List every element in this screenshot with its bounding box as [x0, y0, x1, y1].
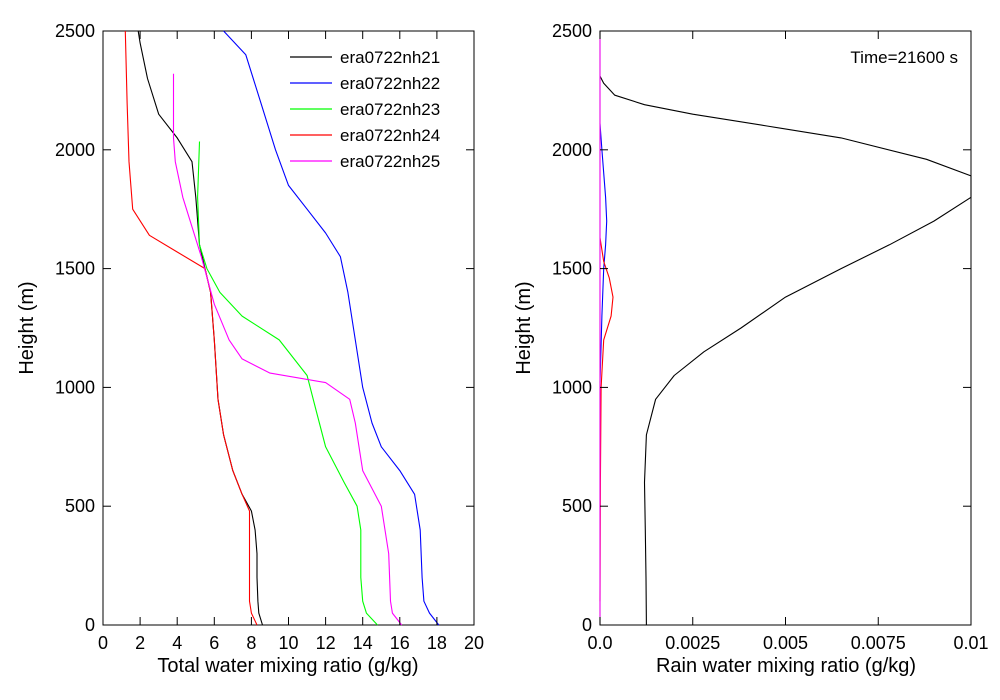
- x-tick-label: 2: [135, 633, 145, 653]
- y-axis-label: Height (m): [16, 281, 38, 374]
- series-line-era0722nh24: [599, 237, 614, 602]
- x-tick-label: 4: [172, 633, 182, 653]
- y-tick-label: 1500: [55, 259, 95, 279]
- y-tick-label: 1500: [552, 259, 592, 279]
- x-tick-label: 10: [278, 633, 298, 653]
- y-tick-label: 2500: [552, 21, 592, 41]
- series-line-era0722nh21: [599, 75, 972, 626]
- y-tick-label: 2000: [552, 140, 592, 160]
- x-tick-label: 8: [246, 633, 256, 653]
- series-line-era0722nh25: [172, 73, 403, 626]
- total-water-panel: 0 2 4 6 8 10 12 14 16 18 20 0 500 1000 1500 2000 2500 T…: [16, 21, 484, 677]
- series-line-era0722nh23: [197, 141, 378, 626]
- time-annotation: Time=21600 s: [850, 48, 958, 67]
- legend-label-era0722nh25: era0722nh25: [340, 152, 440, 171]
- legend-label-era0722nh23: era0722nh23: [340, 100, 440, 119]
- y-tick-label: 1000: [55, 377, 95, 397]
- y-tick-label: 2500: [55, 21, 95, 41]
- y-tick-label: 0: [582, 615, 592, 635]
- x-tick-label: 0.0025: [665, 633, 720, 653]
- x-axis-ticks: 0 2 4 6 8 10 12 14 16 18 20: [98, 31, 484, 653]
- rain-water-panel: 0.0 0.0025 0.005 0.0075 0.01 0 500 1000 1500 200…: [513, 21, 989, 677]
- series-line-era0722nh22: [223, 30, 440, 626]
- x-axis-label: Total water mixing ratio (g/kg): [157, 655, 418, 677]
- x-axis-label: Rain water mixing ratio (g/kg): [656, 655, 916, 677]
- x-tick-label: 0.005: [763, 633, 808, 653]
- x-tick-label: 20: [464, 633, 484, 653]
- y-tick-label: 0: [85, 615, 95, 635]
- legend-label-era0722nh21: era0722nh21: [340, 48, 440, 67]
- x-tick-label: 0.0: [587, 633, 612, 653]
- x-tick-label: 12: [316, 633, 336, 653]
- series-line-era0722nh21: [137, 30, 264, 626]
- x-tick-label: 18: [427, 633, 447, 653]
- y-tick-label: 500: [65, 496, 95, 516]
- x-tick-label: 6: [209, 633, 219, 653]
- y-tick-label: 2000: [55, 140, 95, 160]
- plot-frame: [599, 30, 972, 626]
- x-tick-label: 14: [353, 633, 373, 653]
- legend-label-era0722nh22: era0722nh22: [340, 74, 440, 93]
- series-lines: [124, 30, 440, 626]
- x-axis-ticks: 0.0 0.0025 0.005 0.0075 0.01: [587, 31, 989, 653]
- y-axis-ticks: 0 500 1000 1500 2000 2500: [552, 21, 971, 635]
- y-tick-label: 500: [562, 496, 592, 516]
- series-line-era0722nh22: [599, 123, 608, 383]
- series-lines: [599, 31, 972, 626]
- series-line-era0722nh24: [124, 30, 258, 626]
- legend-label-era0722nh24: era0722nh24: [340, 126, 440, 145]
- legend: era0722nh21 era0722nh22 era0722nh23 era0722…: [290, 48, 440, 171]
- x-tick-label: 16: [390, 633, 410, 653]
- x-tick-label: 0.01: [953, 633, 988, 653]
- y-axis-label: Height (m): [513, 281, 535, 374]
- y-axis-ticks: 0 500 1000 1500 2000 2500: [55, 21, 474, 635]
- x-tick-label: 0.0075: [851, 633, 906, 653]
- x-tick-label: 0: [98, 633, 108, 653]
- y-tick-label: 1000: [552, 377, 592, 397]
- plot-frame: [102, 30, 475, 626]
